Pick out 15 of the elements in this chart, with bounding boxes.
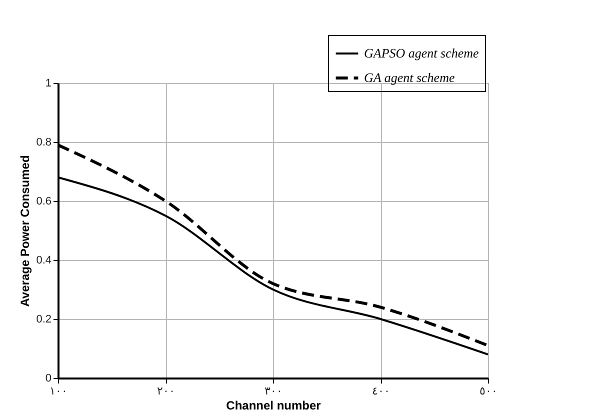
x-tick-label: ٢٠٠ — [157, 386, 175, 398]
y-axis-title: Average Power Consumed — [18, 155, 32, 307]
x-tick-label: ٥٠٠ — [480, 386, 498, 398]
x-axis-title: Channel number — [226, 398, 322, 412]
y-tick-label: 0 — [45, 372, 52, 384]
legend-label: GA agent scheme — [364, 70, 455, 85]
legend-label: GAPSO agent scheme — [364, 46, 480, 60]
y-tick-label: 0.4 — [36, 254, 52, 266]
x-tick-label: ٤٠٠ — [372, 386, 390, 398]
x-tick-label: ١٠٠ — [50, 386, 68, 398]
y-tick-label: 0.8 — [36, 136, 52, 148]
y-tick-label: 1 — [45, 78, 52, 90]
y-tick-label: 0.6 — [36, 196, 52, 208]
x-tick-label: ٣٠٠ — [264, 386, 282, 398]
y-tick-label: 0.2 — [36, 314, 52, 326]
